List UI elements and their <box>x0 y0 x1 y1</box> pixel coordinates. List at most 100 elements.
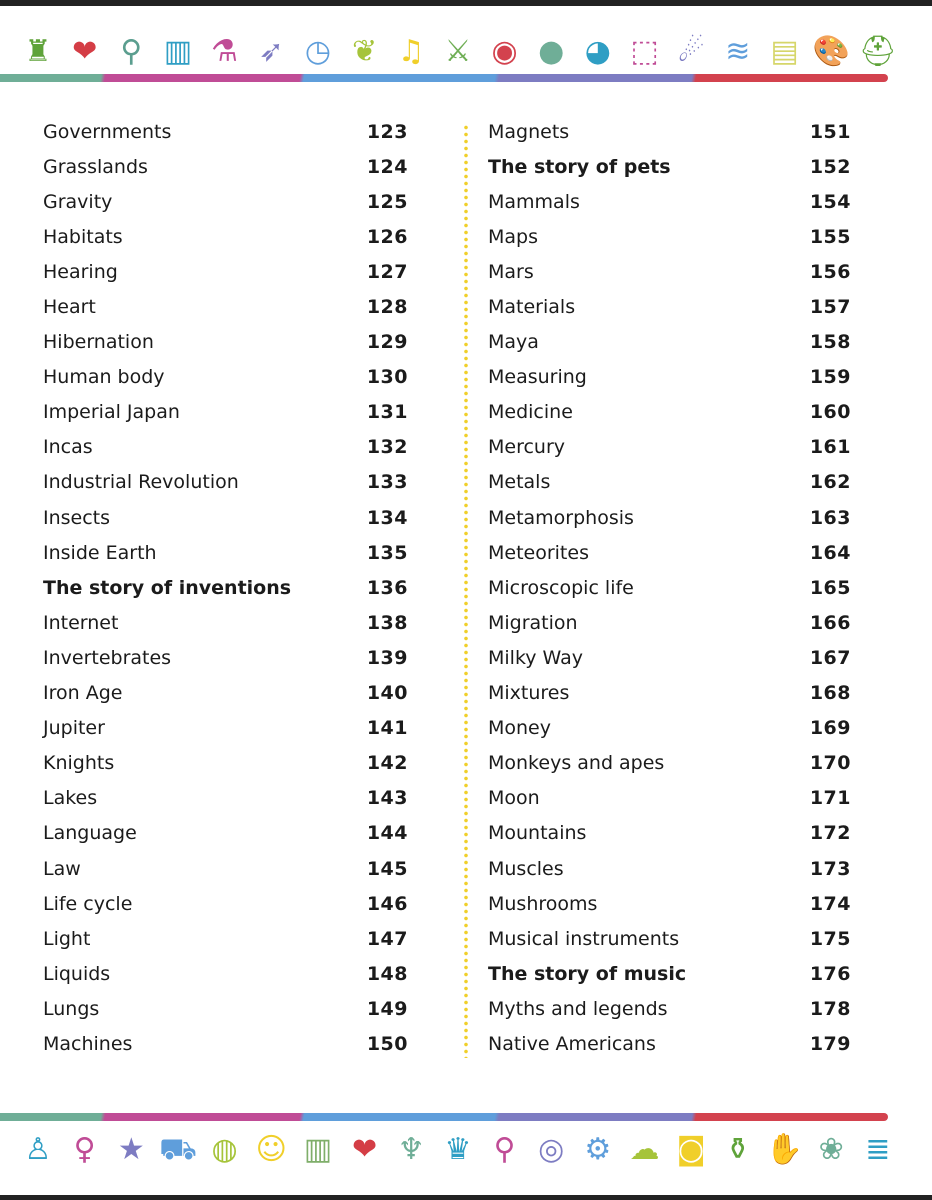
entry-page-number: 126 <box>366 225 408 248</box>
index-entry: Habitats 126 <box>43 219 408 254</box>
music-note-icon: ♫ <box>397 34 425 69</box>
index-entry: Mushrooms 174 <box>488 886 851 921</box>
entry-page-number: 165 <box>809 576 851 599</box>
entry-page-number: 147 <box>366 927 408 950</box>
entry-page-number: 174 <box>809 892 851 915</box>
entry-label: Invertebrates <box>43 646 172 669</box>
person-icon: ♙ <box>24 1132 52 1167</box>
entry-label: Language <box>43 822 137 845</box>
entry-page-number: 142 <box>366 752 408 775</box>
entry-page-number: 132 <box>366 436 408 459</box>
index-entry: Myths and legends 178 <box>488 991 851 1026</box>
index-entry: Gravity 125 <box>43 184 408 219</box>
wifi-icon: ≋ <box>725 34 751 69</box>
entry-page-number: 164 <box>809 541 851 564</box>
entry-page-number: 160 <box>809 401 851 424</box>
entry-label: Life cycle <box>43 892 133 915</box>
index-entry: Milky Way 167 <box>488 640 851 675</box>
entry-label: Maps <box>488 225 538 248</box>
entry-label: Gravity <box>43 190 113 213</box>
entry-label: Human body <box>43 366 165 389</box>
entry-label: Lakes <box>43 787 98 810</box>
entry-page-number: 170 <box>809 752 851 775</box>
entry-page-number: 125 <box>366 190 408 213</box>
hand-icon: ✋ <box>765 1132 804 1167</box>
flask-icon: ⚗ <box>211 34 239 69</box>
entry-label: Imperial Japan <box>43 401 180 424</box>
index-entry: Medicine 160 <box>488 395 851 430</box>
index-entry: Magnets 151 <box>488 114 851 149</box>
entry-label: Grasslands <box>43 155 148 178</box>
entry-label: Materials <box>488 296 576 319</box>
entry-label: Moon <box>488 787 540 810</box>
entry-page-number: 145 <box>366 857 408 880</box>
index-entry: Monkeys and apes 170 <box>488 746 851 781</box>
globe-icon: ◍ <box>211 1132 238 1167</box>
camera-icon: ◙ <box>676 1132 706 1167</box>
castle-icon: ♜ <box>24 34 52 69</box>
index-entry: Knights 142 <box>43 746 408 781</box>
cube-molecule-icon: ⬚ <box>630 34 659 69</box>
entry-label: Measuring <box>488 366 587 389</box>
water-waves-icon: ▤ <box>770 34 799 69</box>
bottom-border <box>0 1195 932 1200</box>
index-entry: Internet 138 <box>43 605 408 640</box>
entry-page-number: 133 <box>366 471 408 494</box>
index-entry: Hearing 127 <box>43 254 408 289</box>
entry-label: Muscles <box>488 857 564 880</box>
entry-label: Mercury <box>488 436 566 459</box>
top-border <box>0 0 932 6</box>
cell-icon: ◎ <box>538 1132 565 1167</box>
index-entry: Jupiter 141 <box>43 711 408 746</box>
index-entry: Invertebrates 139 <box>43 640 408 675</box>
top-icon-row: ♜ ❤ ⚲ ▥ ⚗ ➶ ◷ ❦ ♫ ⚔ ◉ ● ◕ ⬚ ☄ ≋ ▤ 🎨 ⛑ <box>18 32 898 72</box>
entry-page-number: 152 <box>809 155 851 178</box>
entry-page-number: 128 <box>366 296 408 319</box>
index-entry: Migration 166 <box>488 605 851 640</box>
wheat-icon: ❦ <box>352 34 378 69</box>
entry-page-number: 149 <box>366 997 408 1020</box>
index-entry: Materials 157 <box>488 289 851 324</box>
entry-page-number: 161 <box>809 436 851 459</box>
entry-page-number: 150 <box>366 1032 408 1055</box>
entry-page-number: 154 <box>809 190 851 213</box>
entry-page-number: 155 <box>809 225 851 248</box>
index-entry: Mars 156 <box>488 254 851 289</box>
index-entry: Mountains 172 <box>488 816 851 851</box>
index-entry: Imperial Japan 131 <box>43 395 408 430</box>
entry-page-number: 169 <box>809 717 851 740</box>
theatre-masks-icon: ☺ <box>255 1132 287 1167</box>
entry-label: Meteorites <box>488 541 589 564</box>
entry-label: Milky Way <box>488 646 584 669</box>
index-entry: The story of inventions 136 <box>43 570 408 605</box>
index-entry: Maps 155 <box>488 219 851 254</box>
entry-label: Jupiter <box>43 717 105 740</box>
entry-label: Metals <box>488 471 551 494</box>
index-entry: Machines 150 <box>43 1026 408 1061</box>
index-entry: Mixtures 168 <box>488 676 851 711</box>
apple-icon: ● <box>538 34 565 69</box>
lightbulb-icon: ♀ <box>73 1132 96 1167</box>
entry-page-number: 168 <box>809 682 851 705</box>
entry-label: Hibernation <box>43 331 154 354</box>
entry-page-number: 136 <box>366 576 408 599</box>
entry-page-number: 127 <box>366 260 408 283</box>
entry-label: Law <box>43 857 81 880</box>
entry-page-number: 172 <box>809 822 851 845</box>
index-entry: Microscopic life 165 <box>488 570 851 605</box>
mushroom-icon: ⚲ <box>120 34 143 69</box>
entry-page-number: 162 <box>809 471 851 494</box>
money-stack-icon: ≣ <box>865 1132 891 1167</box>
index-entry: Musical instruments 175 <box>488 921 851 956</box>
buildings-icon: ▥ <box>163 34 193 69</box>
index-entry: Meteorites 164 <box>488 535 851 570</box>
palette-icon: 🎨 <box>812 34 850 69</box>
index-entry: Hibernation 129 <box>43 325 408 360</box>
entry-page-number: 167 <box>809 646 851 669</box>
index-entry: Metals 162 <box>488 465 851 500</box>
star-icon: ★ <box>117 1132 145 1167</box>
entry-page-number: 124 <box>366 155 408 178</box>
index-entry: Money 169 <box>488 711 851 746</box>
index-column-right: Magnets 151 The story of pets 152 Mammals 154… <box>488 114 851 1062</box>
index-entry: Lakes 143 <box>43 781 408 816</box>
